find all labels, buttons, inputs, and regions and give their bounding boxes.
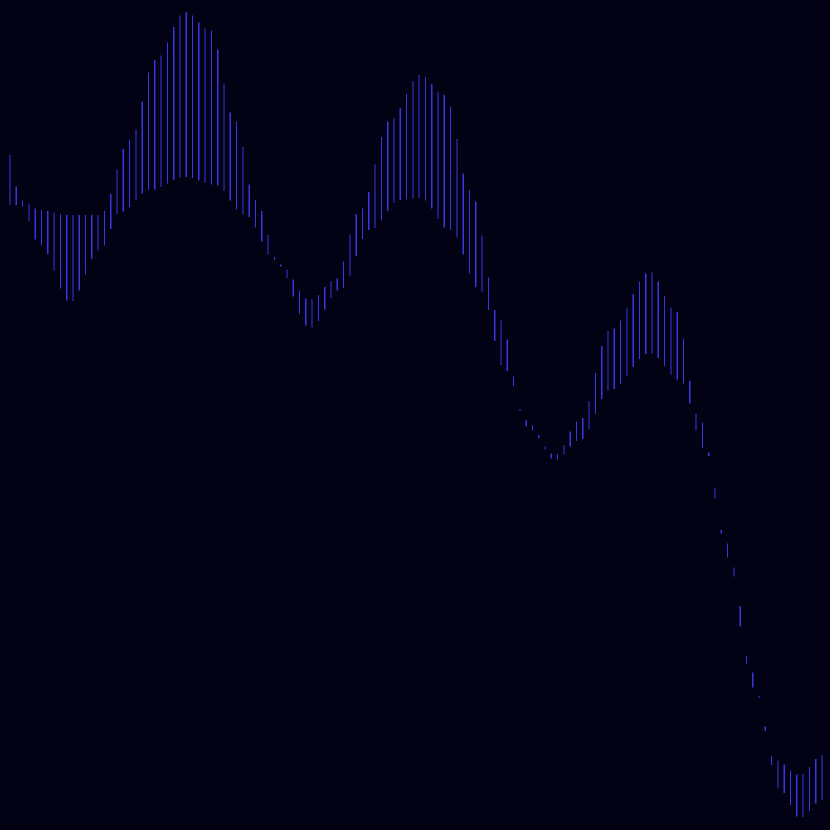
- wave-bars: [9, 12, 823, 818]
